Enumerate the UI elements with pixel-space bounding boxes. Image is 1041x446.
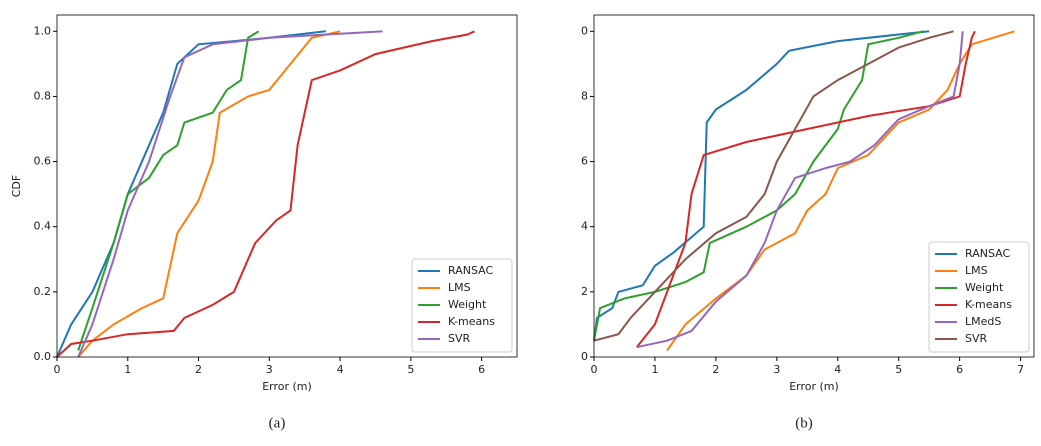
legend-label: SVR (448, 332, 471, 345)
y-tick-label: 1.0 (34, 24, 52, 37)
legend: RANSAC LMS Weight K-means LMedS SVR (928, 241, 1030, 353)
legend-label: LMS (965, 264, 988, 277)
legend-label: RANSAC (448, 264, 493, 277)
y-tick-label: 0.4 (34, 220, 52, 233)
x-tick-label: 6 (956, 363, 963, 376)
legend-label: SVR (965, 332, 988, 345)
x-tick-label: 5 (407, 363, 414, 376)
legend-label: Weight (448, 298, 487, 311)
x-tick-label: 0 (591, 363, 598, 376)
x-tick-label: 3 (266, 363, 273, 376)
y-tick-label: 0 (581, 24, 588, 37)
legend-label: LMedS (965, 315, 1001, 328)
x-axis-label: Error (m) (789, 380, 839, 393)
line (56, 30, 475, 358)
x-tick-label: 0 (54, 363, 61, 376)
x-axis-label: Error (m) (262, 380, 312, 393)
legend-label: RANSAC (965, 247, 1010, 260)
line (593, 30, 930, 341)
line (77, 30, 383, 358)
x-tick-label: 5 (895, 363, 902, 376)
legend: RANSAC LMS Weight K-means SVR (411, 258, 513, 353)
line (635, 30, 976, 348)
line (77, 30, 341, 358)
plot-frame (593, 14, 1035, 358)
x-tick-label: 2 (195, 363, 202, 376)
caption: (b) (795, 415, 813, 431)
y-tick-label: 0.2 (34, 285, 52, 298)
legend-label: K-means (448, 315, 495, 328)
x-tick-label: 4 (834, 363, 841, 376)
line (77, 30, 260, 351)
legend-label: Weight (965, 281, 1004, 294)
line (593, 30, 924, 341)
plot-frame (56, 14, 518, 358)
x-tick-label: 1 (651, 363, 658, 376)
line (636, 31, 964, 349)
y-tick-label: 8 (581, 89, 588, 102)
legend-box (411, 258, 513, 353)
x-tick-label: 7 (1017, 363, 1024, 376)
legend-label: K-means (965, 298, 1012, 311)
y-tick-label: 0.0 (34, 350, 52, 363)
x-tick-label: 6 (478, 363, 485, 376)
y-tick-label: 0 (581, 350, 588, 363)
x-tick-label: 3 (773, 363, 780, 376)
y-axis-label: CDF (10, 175, 23, 197)
caption: (a) (269, 415, 286, 431)
legend-box (928, 241, 1030, 353)
x-tick-label: 2 (712, 363, 719, 376)
legend-label: LMS (448, 281, 471, 294)
y-tick-label: 0.8 (34, 89, 52, 102)
line (593, 30, 954, 342)
y-tick-label: 4 (581, 220, 588, 233)
y-tick-label: 0.6 (34, 155, 52, 168)
y-tick-label: 2 (581, 285, 588, 298)
x-tick-label: 4 (337, 363, 344, 376)
y-tick-label: 6 (581, 155, 588, 168)
x-tick-label: 1 (124, 363, 131, 376)
